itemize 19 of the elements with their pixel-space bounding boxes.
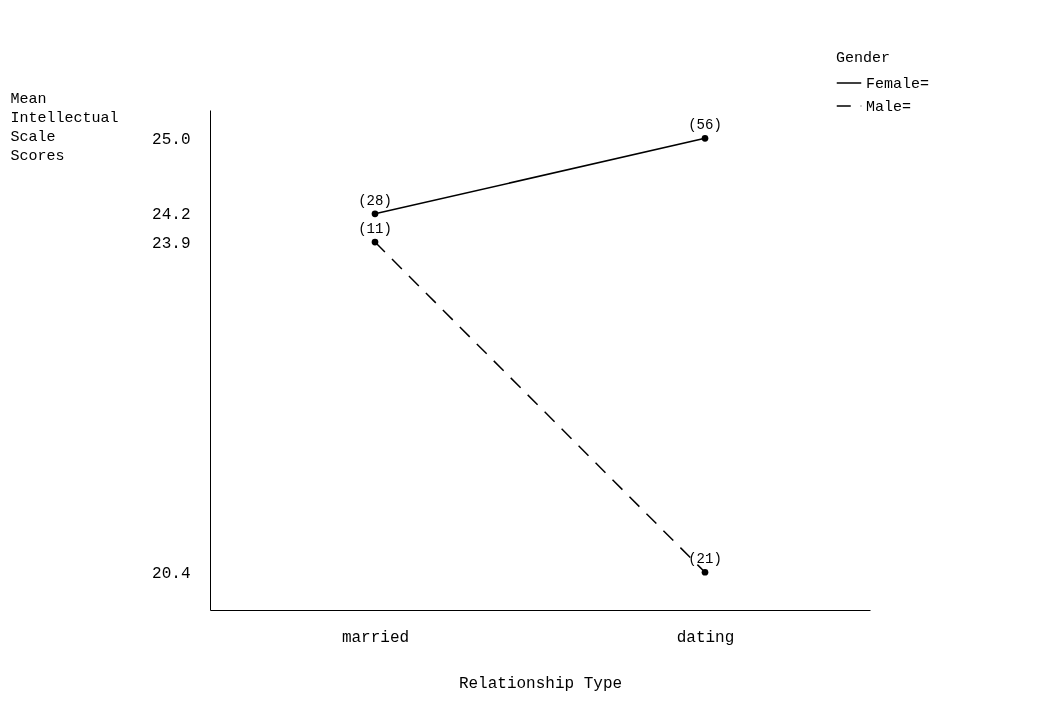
annotation: (21)	[688, 551, 722, 568]
legend-label: Female=	[866, 76, 930, 93]
y-tick-label: 23.9	[152, 234, 191, 253]
y-tick-label: 25.0	[152, 130, 191, 149]
point	[701, 568, 709, 576]
point	[701, 134, 709, 142]
y-tick-label: 20.4	[152, 564, 191, 583]
legend-title: Gender	[836, 50, 891, 67]
legend-label: Male=	[866, 99, 912, 116]
x-tick-label: dating	[676, 628, 735, 647]
annotation: (28)	[358, 192, 392, 209]
annotation: (11)	[358, 221, 392, 238]
y-axis-title: Mean Intellectual Scale Scores	[10, 90, 119, 165]
annotation: (56)	[688, 117, 722, 134]
point	[371, 210, 379, 218]
x-axis-title: Relationship Type	[458, 674, 623, 693]
x-tick-label: married	[341, 628, 410, 647]
y-tick-label: 24.2	[152, 206, 191, 225]
point	[371, 238, 379, 246]
